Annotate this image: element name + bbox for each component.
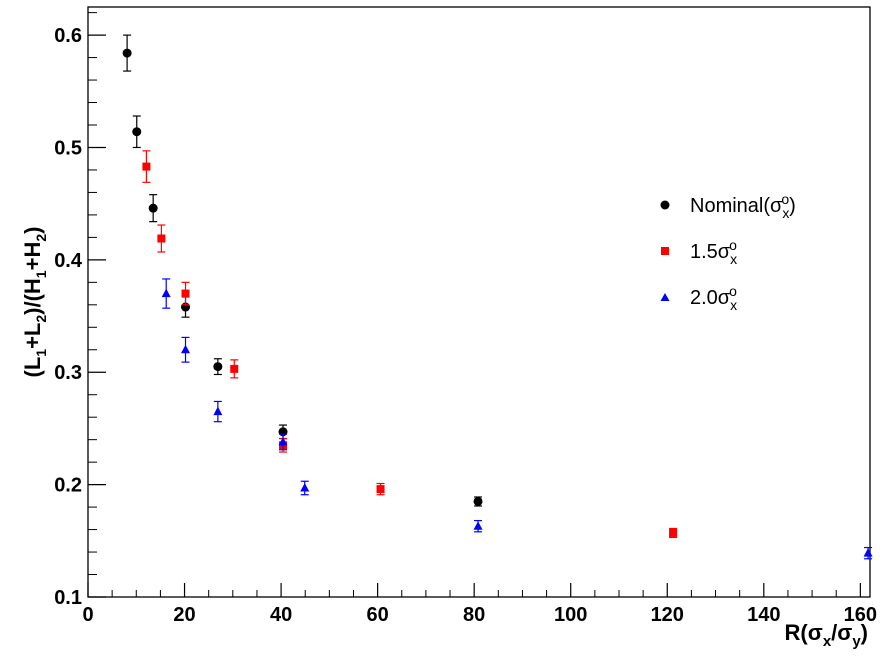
y-axis-title: (L1+L2)/(H1+H2): [20, 227, 49, 378]
data-series: [122, 34, 873, 560]
x-tick-label: 140: [747, 604, 780, 626]
data-point: [142, 162, 151, 171]
data-point: [278, 436, 288, 446]
series-triangle: [161, 278, 873, 560]
data-point: [213, 362, 223, 372]
data-point: [669, 528, 678, 537]
y-tick-label: 0.6: [54, 25, 82, 47]
x-tick-label: 120: [651, 604, 684, 626]
data-point: [157, 234, 166, 243]
x-axis: 0 20 40 60 80 100 120 140 160: [82, 583, 877, 626]
data-point: [148, 203, 158, 213]
data-point: [161, 288, 171, 298]
data-point: [122, 48, 132, 58]
plot-frame: [87, 6, 871, 598]
legend-label-nominal: Nominal(σxo): [690, 191, 796, 221]
x-tick-label: 80: [463, 604, 485, 626]
y-tick-label: 0.3: [54, 362, 82, 384]
y-tick-label: 0.4: [54, 250, 83, 272]
legend-item-1-5: 1.5σxo: [661, 237, 737, 267]
legend-marker-triangle: [660, 293, 670, 301]
legend-label-1-5: 1.5σxo: [690, 237, 737, 267]
x-tick-label: 100: [554, 604, 587, 626]
data-point: [863, 548, 873, 557]
y-tick-label: 0.1: [54, 587, 82, 609]
x-tick-label: 20: [173, 604, 195, 626]
y-tick-label: 0.5: [54, 137, 82, 159]
series-square: [142, 150, 678, 539]
legend: Nominal(σxo) 1.5σxo 2.0σxo: [660, 191, 796, 313]
data-point: [132, 127, 142, 137]
y-tick-label: 0.2: [54, 475, 82, 497]
x-tick-label: 160: [844, 604, 877, 626]
data-point: [376, 485, 385, 494]
series-circle: [122, 34, 483, 507]
x-tick-label: 60: [367, 604, 389, 626]
legend-label-2-0: 2.0σxo: [690, 283, 737, 313]
legend-marker-circle: [660, 200, 670, 210]
data-point: [230, 364, 239, 373]
data-point: [181, 344, 191, 354]
legend-item-2-0: 2.0σxo: [660, 283, 737, 313]
data-point: [473, 496, 483, 506]
x-tick-label: 40: [270, 604, 292, 626]
data-point: [300, 482, 310, 492]
data-point: [213, 406, 223, 416]
y-axis: 0.1 0.2 0.3 0.4 0.5 0.6: [54, 12, 106, 609]
legend-marker-square: [661, 247, 669, 255]
data-point: [473, 521, 483, 530]
data-point: [181, 289, 190, 298]
x-tick-label: 0: [82, 604, 93, 626]
legend-item-nominal: Nominal(σxo): [660, 191, 796, 221]
